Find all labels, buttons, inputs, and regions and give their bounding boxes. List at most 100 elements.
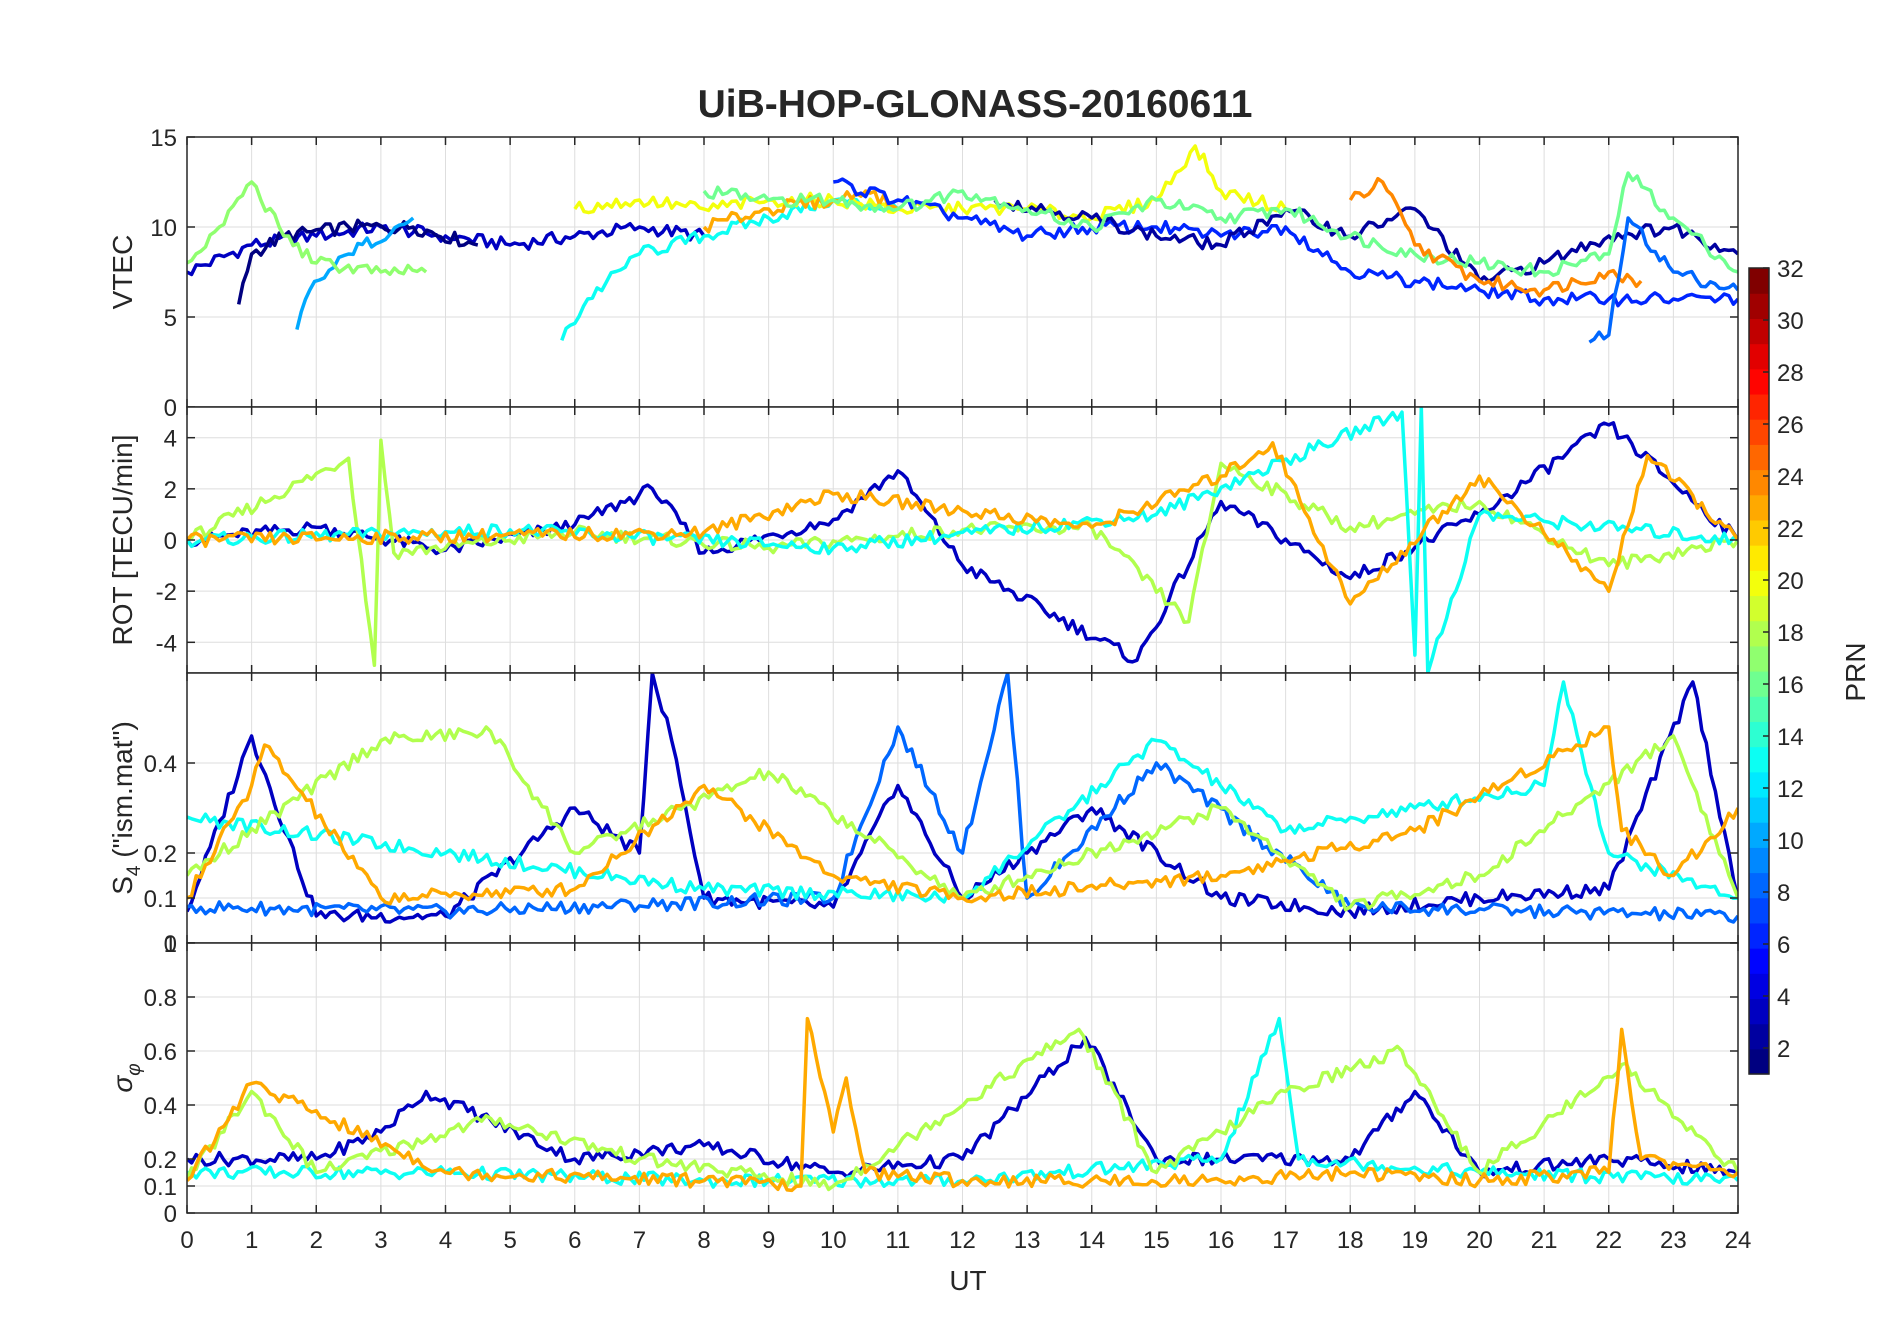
colorbar-tick-label: 18 xyxy=(1777,620,1804,647)
colorbar-tick-label: 30 xyxy=(1777,308,1804,335)
y-tick-label-rot: -2 xyxy=(156,579,177,606)
ticks-sigma_phi xyxy=(186,942,1739,1214)
colorbar-tick-label: 16 xyxy=(1777,672,1804,699)
colorbar-swatch xyxy=(1749,771,1769,798)
colorbar-swatch xyxy=(1749,822,1769,848)
y-tick-label-s4: 0.1 xyxy=(144,886,177,913)
y-tick-label-sigma_phi: 0 xyxy=(164,1201,177,1228)
colorbar-tick-label: 4 xyxy=(1777,984,1790,1011)
colorbar-tick-label: 20 xyxy=(1777,568,1804,595)
colorbar-swatch xyxy=(1749,595,1769,622)
colorbar-swatch xyxy=(1749,293,1769,319)
panel-vtec: 0 5 10 15 VTEC xyxy=(107,125,1739,422)
series-line-prn-18 xyxy=(187,1027,1738,1192)
colorbar-swatch xyxy=(1749,318,1769,345)
shared-x-axis: 0 1 2 3 4 5 6 7 8 9 10 11 12 13 14 15 16 17 18 19 20 21 22 23 24 xyxy=(180,1227,1751,1254)
grid-rot xyxy=(187,407,1738,673)
colorbar-swatch xyxy=(1749,620,1769,647)
series-line-prn-8 xyxy=(1588,216,1738,344)
y-tick-label-sigma_phi: 0.2 xyxy=(144,1147,177,1174)
y-tick-label-s4: 0 xyxy=(164,931,177,958)
colorbar-tick-label: 26 xyxy=(1777,412,1804,439)
series-line-prn-23 xyxy=(702,189,899,234)
y-tick-label-sigma_phi: 0.1 xyxy=(144,1174,177,1201)
panel-rot: -4 -2 0 2 4 ROT [TECU/min] xyxy=(107,406,1739,674)
colorbar-swatch xyxy=(1749,922,1769,949)
colorbar-frame xyxy=(1748,267,1770,1075)
x-tick-label: 20 xyxy=(1466,1227,1493,1254)
y-tick-label-sigma_phi: 0.4 xyxy=(144,1093,177,1120)
y-tick-label-sigma_phi: 1 xyxy=(164,931,177,958)
series-line-prn-1 xyxy=(236,218,479,305)
x-tick-label: 8 xyxy=(697,1227,710,1254)
y-axis-label-rot: ROT [TECU/min] xyxy=(107,434,138,645)
colorbar-swatch xyxy=(1749,494,1769,521)
y-tick-label-sigma_phi: 0.6 xyxy=(144,1039,177,1066)
colorbar-swatch xyxy=(1749,746,1769,773)
y-tick-label-vtec: 5 xyxy=(164,305,177,332)
colorbar-tick-label: 8 xyxy=(1777,880,1790,907)
series-line-prn-10 xyxy=(295,216,415,331)
colorbar-swatch xyxy=(1749,721,1769,748)
series-line-prn-17 xyxy=(187,180,428,277)
colorbar-tick-label: 32 xyxy=(1777,256,1804,283)
ticks-rot xyxy=(186,407,1739,673)
x-tick-label: 18 xyxy=(1337,1227,1364,1254)
y-tick-label-s4: 0.2 xyxy=(144,841,177,868)
colorbar-swatch xyxy=(1749,998,1769,1025)
colorbar-swatch xyxy=(1749,393,1769,420)
colorbar-tick-label: 14 xyxy=(1777,724,1804,751)
x-tick-label: 11 xyxy=(885,1227,910,1254)
x-tick-label: 21 xyxy=(1531,1227,1558,1254)
series-line-prn-24 xyxy=(1348,176,1643,298)
y-tick-label-rot: 0 xyxy=(164,528,177,555)
y-axis-label-sigma_phi: σφ xyxy=(107,1063,145,1092)
x-tick-label: 2 xyxy=(310,1227,323,1254)
colorbar-swatch xyxy=(1749,545,1769,571)
colorbar-swatch xyxy=(1749,796,1769,823)
series-group-vtec xyxy=(187,144,1738,344)
colorbar-swatch xyxy=(1749,444,1769,471)
y-tick-label-vtec: 15 xyxy=(150,125,177,152)
panel-s4: 0 0.1 0.2 0.4S4 ("ism.mat") xyxy=(107,672,1739,958)
y-axis-label-s4: S4 ("ism.mat") xyxy=(107,721,145,895)
y-axis-label-vtec: VTEC xyxy=(107,235,138,310)
series-line-prn-23 xyxy=(187,441,1738,606)
colorbar-swatch xyxy=(1749,872,1769,899)
series-line-prn-6 xyxy=(833,177,1738,308)
colorbar-swatch xyxy=(1749,671,1769,697)
series-line-prn-23 xyxy=(187,1016,1738,1193)
colorbar-swatch xyxy=(1749,570,1769,597)
x-tick-label: 9 xyxy=(762,1227,775,1254)
colorbar-swatch xyxy=(1749,268,1769,294)
x-tick-label: 15 xyxy=(1143,1227,1170,1254)
x-tick-label: 5 xyxy=(503,1227,516,1254)
y-tick-label-s4: 0.4 xyxy=(144,751,177,778)
colorbar-swatch xyxy=(1749,469,1769,496)
x-tick-label: 16 xyxy=(1208,1227,1235,1254)
y-tick-label-vtec: 0 xyxy=(164,395,177,422)
x-tick-label: 4 xyxy=(439,1227,452,1254)
x-tick-label: 7 xyxy=(633,1227,646,1254)
y-tick-label-vtec: 10 xyxy=(150,215,177,242)
colorbar-swatch xyxy=(1749,897,1769,924)
colorbar-tick-label: 28 xyxy=(1777,360,1804,387)
x-tick-label: 14 xyxy=(1078,1227,1105,1254)
y-tick-label-rot: 4 xyxy=(164,426,177,453)
x-tick-label: 6 xyxy=(568,1227,581,1254)
colorbar-label: PRN xyxy=(1840,642,1871,701)
colorbar-swatch xyxy=(1749,1023,1769,1050)
x-tick-label: 17 xyxy=(1272,1227,1299,1254)
x-tick-label: 13 xyxy=(1014,1227,1041,1254)
x-tick-label: 23 xyxy=(1660,1227,1687,1254)
series-line-prn-20 xyxy=(573,144,1288,224)
y-tick-label-rot: 2 xyxy=(164,477,177,504)
series-group-rot xyxy=(187,407,1738,673)
x-tick-label: 24 xyxy=(1725,1227,1752,1254)
series-line-prn-3 xyxy=(187,221,706,277)
colorbar-swatch xyxy=(1749,419,1769,445)
